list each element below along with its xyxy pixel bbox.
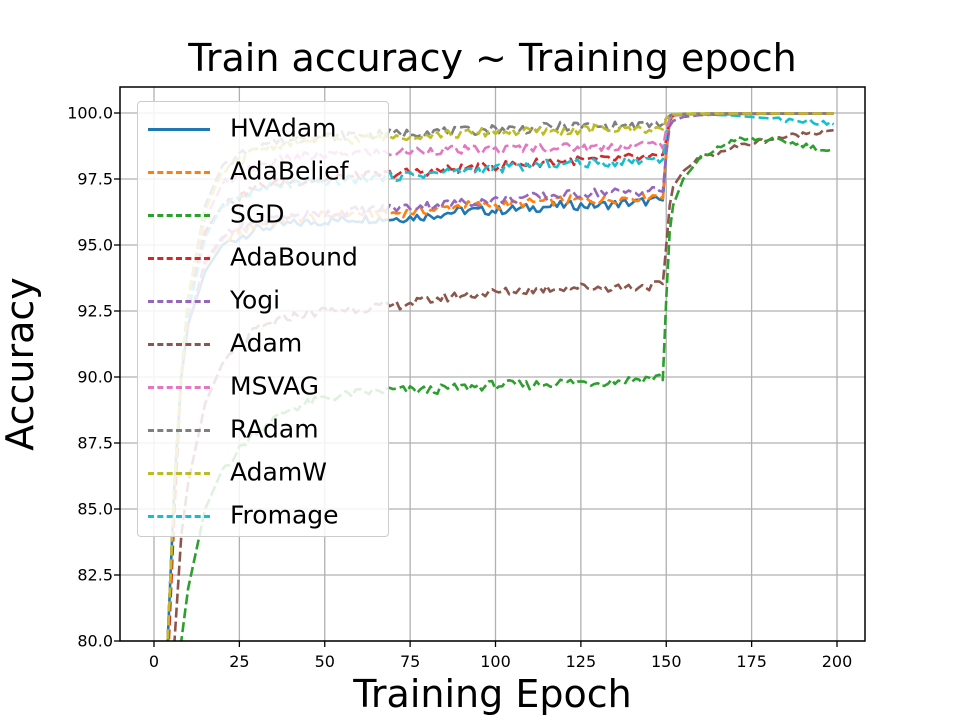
legend-label: AdamW: [230, 457, 327, 486]
legend-item-yogi: Yogi: [138, 278, 388, 321]
legend-swatch: [148, 127, 210, 131]
legend-label: MSVAG: [230, 371, 319, 400]
plot-frame: [119, 86, 866, 642]
y-tick-label: 100.0: [67, 103, 113, 123]
x-tick-label: 75: [399, 652, 421, 671]
legend-label: Yogi: [230, 285, 281, 314]
legend-item-adabelief: AdaBelief: [138, 149, 388, 192]
legend-item-hvadam: HVAdam: [138, 106, 388, 149]
legend-item-adam: Adam: [138, 321, 388, 364]
y-tick-label: 85.0: [77, 499, 113, 519]
x-tick-label: 175: [736, 652, 767, 671]
legend-swatch: [148, 256, 210, 260]
y-tick-label: 87.5: [77, 433, 113, 453]
legend-label: HVAdam: [230, 113, 337, 142]
x-tick-label: 50: [314, 652, 335, 671]
y-tick-label: 92.5: [77, 301, 113, 321]
legend-swatch: [148, 299, 210, 303]
legend-label: AdaBound: [230, 242, 358, 271]
y-tick-label: 90.0: [77, 367, 113, 387]
x-axis-label: Training Epoch: [353, 672, 632, 716]
y-tick-label: 82.5: [77, 565, 113, 585]
legend-swatch: [148, 514, 210, 518]
y-tick-label: 97.5: [77, 169, 113, 189]
legend-swatch: [148, 213, 210, 217]
legend-item-adamw: AdamW: [138, 450, 388, 493]
legend-item-adabound: AdaBound: [138, 235, 388, 278]
legend-item-fromage: Fromage: [138, 493, 388, 536]
x-tick-label: 25: [229, 652, 250, 671]
legend-item-sgd: SGD: [138, 192, 388, 235]
x-tick-label: 0: [148, 652, 160, 671]
x-tick-label: 150: [650, 652, 682, 671]
legend-label: SGD: [230, 199, 285, 228]
y-axis-label: Accuracy: [0, 277, 42, 451]
legend-item-radam: RAdam: [138, 407, 388, 450]
y-tick-label: 80.0: [77, 631, 113, 651]
x-tick-label: 125: [565, 652, 597, 671]
legend-label: Fromage: [230, 500, 339, 529]
legend-swatch: [148, 170, 210, 174]
legend: HVAdam AdaBelief SGD AdaBound Yogi Adam …: [137, 101, 389, 537]
x-tick-label: 200: [821, 652, 853, 671]
legend-label: AdaBelief: [230, 156, 349, 185]
y-tick-label: 95.0: [77, 235, 113, 255]
legend-label: RAdam: [230, 414, 319, 443]
chart-title: Train accuracy ~ Training epoch: [188, 36, 797, 80]
legend-item-msvag: MSVAG: [138, 364, 388, 407]
legend-swatch: [148, 428, 210, 432]
legend-label: Adam: [230, 328, 303, 357]
tick-marks: [114, 112, 838, 647]
legend-swatch: [148, 342, 210, 346]
legend-swatch: [148, 385, 210, 389]
x-tick-label: 100: [480, 652, 511, 671]
legend-swatch: [148, 471, 210, 475]
